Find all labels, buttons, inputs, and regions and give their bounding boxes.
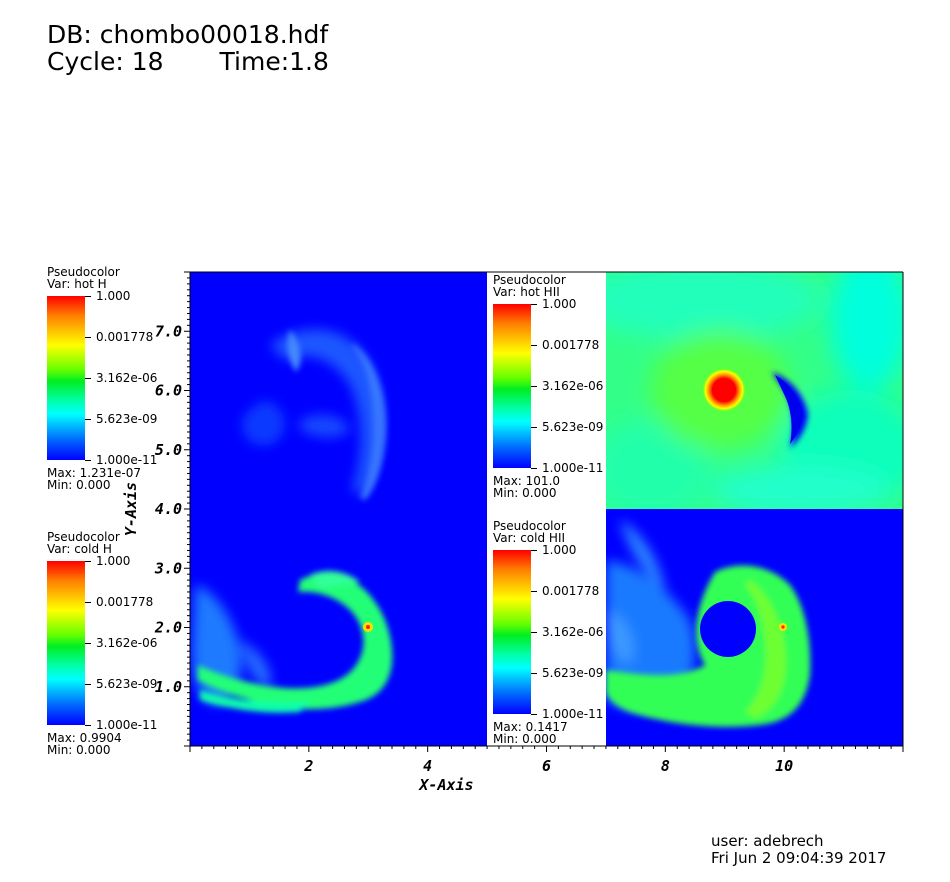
legend-var: Var: cold H xyxy=(47,542,112,556)
legend-tick-mark xyxy=(85,460,91,461)
panel-cold-hii xyxy=(606,509,903,746)
y-tick-label: 3.0 xyxy=(154,559,182,577)
legend-tick-mark xyxy=(85,725,91,726)
y-axis-label: Y-Axis xyxy=(122,482,140,536)
cycle-label: Cycle: 18 xyxy=(47,47,164,76)
legend-title: Pseudocolor xyxy=(493,519,566,533)
legend-max: Max: 0.9904 xyxy=(47,731,122,745)
legend-tick-label: 5.623e-09 xyxy=(542,666,604,680)
legend-tick-label: 3.162e-06 xyxy=(542,379,604,393)
legend-tick-mark xyxy=(531,673,537,674)
legend-tick-mark xyxy=(531,550,537,551)
legend-tick-label: 1.000e-11 xyxy=(96,453,158,467)
legend-colorbar xyxy=(47,561,85,725)
legend-tick-mark xyxy=(85,643,91,644)
legend-tick-label: 5.623e-09 xyxy=(542,420,604,434)
legend-min: Min: 0.000 xyxy=(47,743,111,757)
legend-max: Max: 1.231e-07 xyxy=(47,466,142,480)
time-label: Time:1.8 xyxy=(219,47,329,76)
x-tick-label: 4 xyxy=(423,757,432,775)
legend-tick-mark xyxy=(85,602,91,603)
legend-tick-mark xyxy=(85,296,91,297)
legend-tick-mark xyxy=(531,468,537,469)
legend-tick-label: 1.000e-11 xyxy=(542,707,604,721)
legend-tick-mark xyxy=(85,561,91,562)
legend-tick-mark xyxy=(531,714,537,715)
y-tick-label: 7.0 xyxy=(155,322,182,340)
legend-max: Max: 101.0 xyxy=(493,474,561,488)
x-tick-label: 2 xyxy=(303,757,313,775)
panel-cold-h xyxy=(190,509,487,746)
legend-tick-label: 0.001778 xyxy=(542,338,600,352)
legend-var: Var: cold HII xyxy=(493,531,566,545)
legend-tick-mark xyxy=(85,337,91,338)
y-tick-label: 1.0 xyxy=(155,678,182,696)
legend-min: Min: 0.000 xyxy=(47,478,111,492)
legend-tick-label: 1.000 xyxy=(542,297,577,311)
legend-colorbar xyxy=(493,304,531,468)
legend-tick-label: 0.001778 xyxy=(96,595,154,609)
legend-colorbar xyxy=(47,296,85,460)
legend-tick-label: 1.000 xyxy=(96,554,131,568)
y-tick-label: 2.0 xyxy=(154,619,182,637)
legend-tick-label: 5.623e-09 xyxy=(96,677,158,691)
legend-min: Min: 0.000 xyxy=(493,486,557,500)
legend-tick-label: 3.162e-06 xyxy=(96,636,158,650)
legend-tick-label: 5.623e-09 xyxy=(96,412,158,426)
legend-tick-mark xyxy=(531,427,537,428)
legend-tick-mark xyxy=(531,345,537,346)
x-axis: 2 4 6 8 10 X-Axis xyxy=(189,746,904,794)
legend-title: Pseudocolor xyxy=(47,265,120,279)
legend-tick-label: 1.000 xyxy=(542,543,577,557)
legend-max: Max: 0.1417 xyxy=(493,720,568,734)
legend-tick-label: 3.162e-06 xyxy=(542,625,604,639)
legend-tick-label: 0.001778 xyxy=(96,330,154,344)
y-tick-label: 6.0 xyxy=(155,382,182,400)
footer-user: user: adebrech xyxy=(711,832,824,850)
legend-tick-mark xyxy=(531,632,537,633)
legend-tick-label: 1.000e-11 xyxy=(96,718,158,732)
legend-tick-label: 1.000 xyxy=(96,289,131,303)
database-title: DB: chombo00018.hdf xyxy=(47,20,329,49)
legend-tick-mark xyxy=(85,684,91,685)
x-axis-label: X-Axis xyxy=(417,776,473,794)
legend-tick-label: 1.000e-11 xyxy=(542,461,604,475)
legend-tick-mark xyxy=(531,304,537,305)
legend-tick-mark xyxy=(85,419,91,420)
x-tick-label: 8 xyxy=(661,757,670,775)
legend-tick-label: 3.162e-06 xyxy=(96,371,158,385)
cycle-time-line: Cycle: 18 Time:1.8 xyxy=(47,48,329,75)
y-tick-label: 5.0 xyxy=(155,441,182,459)
legend-title: Pseudocolor xyxy=(47,530,120,544)
legend-title: Pseudocolor xyxy=(493,273,566,287)
legend-colorbar xyxy=(493,550,531,714)
y-tick-label: 4.0 xyxy=(155,500,182,518)
x-tick-label: 6 xyxy=(542,757,551,775)
legend-tick-mark xyxy=(85,378,91,379)
legend-var: Var: hot HII xyxy=(493,285,560,299)
legend-min: Min: 0.000 xyxy=(493,732,557,746)
x-tick-label: 10 xyxy=(775,757,793,775)
footer-date: Fri Jun 2 09:04:39 2017 xyxy=(711,849,887,867)
legend-tick-label: 0.001778 xyxy=(542,584,600,598)
y-axis: 1.0 2.0 3.0 4.0 5.0 6.0 7.0 Y-Axis xyxy=(122,271,190,747)
legend-tick-mark xyxy=(531,591,537,592)
legend-var: Var: hot H xyxy=(47,277,107,291)
legend-tick-mark xyxy=(531,386,537,387)
panel-hot-hii xyxy=(606,272,903,509)
panel-hot-h xyxy=(190,272,487,509)
